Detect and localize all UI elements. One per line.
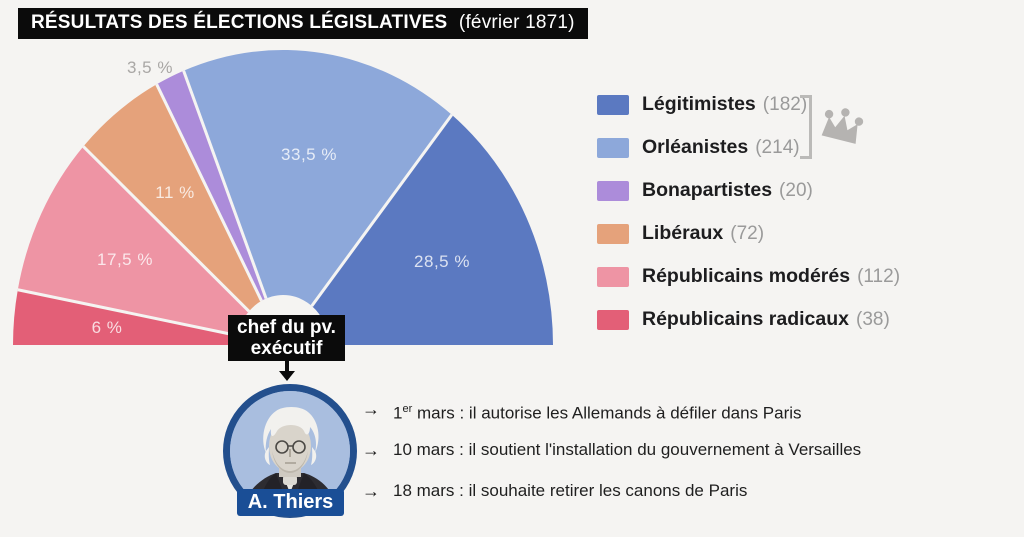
legend-item-lib-raux: Libéraux (72) bbox=[597, 212, 900, 255]
right-arrow-icon: → bbox=[362, 399, 380, 419]
page-title: RÉSULTATS DES ÉLECTIONS LÉGISLATIVES (fé… bbox=[18, 8, 588, 39]
slice-separator bbox=[155, 83, 263, 302]
slice-percent-label: 3,5 % bbox=[127, 58, 173, 77]
chief-label-line1: chef du pv. bbox=[237, 317, 336, 338]
event-text: 18 mars : il souhaite retirer les canons… bbox=[393, 481, 748, 500]
legend-swatch bbox=[597, 94, 629, 115]
slice-separator bbox=[310, 113, 454, 307]
legend-seat-count: (38) bbox=[856, 308, 890, 330]
right-arrow-icon: → bbox=[362, 440, 380, 460]
legend-swatch bbox=[597, 180, 629, 201]
event-text: 1er mars : il autorise les Allemands à d… bbox=[393, 403, 802, 423]
legend-swatch bbox=[597, 266, 629, 287]
slice-percent-label: 6 % bbox=[92, 318, 123, 337]
legend-label: Libéraux bbox=[642, 222, 724, 244]
event-item: → 10 mars : il soutient l'installation du… bbox=[362, 439, 861, 463]
slice-r-publicains-mod-r-s bbox=[17, 146, 249, 336]
slice-percent-label: 11 % bbox=[155, 183, 195, 202]
slice-percent-label: 33,5 % bbox=[281, 145, 337, 164]
legend-label: Bonapartistes bbox=[642, 179, 773, 201]
hemicycle-chart: 28,5 % 33,5 % 3,5 % 11 % 17,5 % 6 % bbox=[13, 50, 553, 345]
legend-item-orl-anistes: Orléanistes (214) bbox=[597, 126, 900, 169]
legend-item-l-gitimistes: Légitimistes (182) bbox=[597, 83, 900, 126]
legend-label: Républicains radicaux bbox=[642, 308, 849, 330]
portrait-name-badge: A. Thiers bbox=[237, 489, 344, 516]
down-arrow-icon bbox=[279, 360, 295, 381]
legend-seat-count: (112) bbox=[857, 265, 901, 287]
legend-label: Légitimistes bbox=[642, 93, 756, 115]
slice-bonapartistes bbox=[156, 70, 267, 301]
legend-swatch bbox=[597, 309, 629, 330]
legend-swatch bbox=[597, 223, 629, 244]
legend-label: Orléanistes bbox=[642, 136, 749, 158]
slice-separator bbox=[182, 70, 268, 300]
chief-executive-label: chef du pv. exécutif bbox=[228, 315, 345, 361]
legend-seat-count: (214) bbox=[755, 136, 800, 158]
page-title-date: (février 1871) bbox=[458, 12, 575, 33]
legend-item-r-publicains-mod-r-s: Républicains modérés (112) bbox=[597, 255, 900, 298]
monarchist-group-bracket bbox=[800, 95, 812, 159]
legend-seat-count: (182) bbox=[762, 93, 808, 115]
event-text: 10 mars : il soutient l'installation du … bbox=[393, 440, 862, 459]
slice-l-gitimistes bbox=[311, 114, 553, 345]
slice-lib-raux bbox=[83, 84, 262, 312]
page-title-main: RÉSULTATS DES ÉLECTIONS LÉGISLATIVES bbox=[31, 12, 448, 33]
legend-item-r-publicains-radicaux: Républicains radicaux (38) bbox=[597, 298, 900, 341]
slice-separator bbox=[82, 145, 251, 313]
legend-swatch bbox=[597, 137, 629, 158]
legend-item-bonapartistes: Bonapartistes (20) bbox=[597, 169, 900, 212]
legend-seat-count: (72) bbox=[730, 222, 765, 244]
legend-label: Républicains modérés bbox=[642, 265, 851, 287]
event-item: → 18 mars : il souhaite retirer les canon… bbox=[362, 480, 861, 504]
right-arrow-icon: → bbox=[362, 481, 380, 501]
legend-seat-count: (20) bbox=[779, 179, 813, 201]
chief-label-line2: exécutif bbox=[250, 338, 323, 359]
event-item: → 1er mars : il autorise les Allemands à … bbox=[362, 398, 861, 423]
events-list: → 1er mars : il autorise les Allemands à … bbox=[362, 398, 861, 521]
slice-r-publicains-radicaux bbox=[13, 289, 238, 345]
slice-orl-anistes bbox=[183, 50, 452, 307]
chart-legend: Légitimistes (182) Orléanistes (214) Bonapar… bbox=[597, 83, 900, 341]
slice-percent-label: 17,5 % bbox=[97, 250, 153, 269]
slice-separator bbox=[17, 288, 239, 338]
crown-icon bbox=[821, 108, 864, 144]
slice-percent-label: 28,5 % bbox=[414, 252, 470, 271]
